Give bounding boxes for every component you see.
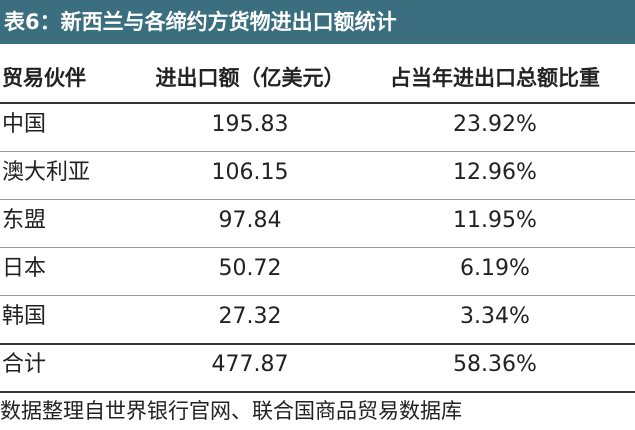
header-cell: 进出口额（亿美元） — [155, 66, 345, 90]
row-rule — [0, 295, 635, 296]
row-rule — [0, 247, 635, 248]
table-cell: 日本 — [2, 256, 47, 281]
table-cell: 澳大利亚 — [2, 160, 91, 185]
table-cell: 6.19% — [460, 256, 530, 281]
table-cell: 58.36% — [453, 352, 537, 377]
header-cell: 占当年进出口总额比重 — [390, 66, 600, 90]
table-cell: 3.34% — [460, 304, 530, 329]
table-cell: 50.72 — [218, 256, 282, 281]
row-rule — [0, 151, 635, 152]
total-rule — [0, 343, 635, 345]
title-bar: 表6：新西兰与各缔约方货物进出口额统计 — [0, 0, 635, 44]
table-cell: 477.87 — [211, 352, 289, 377]
table-cell: 中国 — [2, 112, 47, 137]
table-cell: 195.83 — [211, 112, 289, 137]
table-cell: 东盟 — [2, 208, 47, 233]
table-cell: 韩国 — [2, 304, 47, 329]
header-cell: 贸易伙伴 — [2, 66, 86, 90]
table-cell: 27.32 — [218, 304, 282, 329]
source-note: 数据整理自世界银行官网、联合国商品贸易数据库 — [0, 399, 462, 423]
bottom-rule — [0, 391, 635, 393]
table-cell: 106.15 — [211, 160, 289, 185]
table-cell: 合计 — [2, 352, 47, 377]
row-rule — [0, 199, 635, 200]
header-rule — [0, 102, 635, 104]
table-cell: 97.84 — [218, 208, 282, 233]
table-cell: 11.95% — [453, 208, 537, 233]
table-cell: 12.96% — [453, 160, 537, 185]
table-cell: 23.92% — [453, 112, 537, 137]
